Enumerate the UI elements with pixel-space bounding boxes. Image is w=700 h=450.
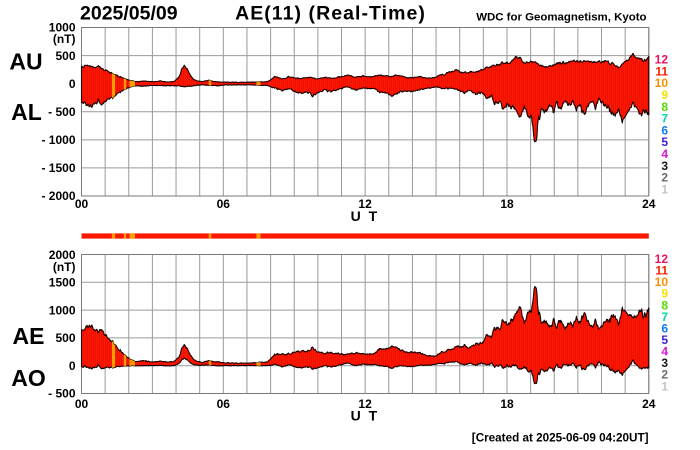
svg-text:24: 24 [642,397,656,411]
svg-text:12: 12 [358,197,372,211]
svg-text:2: 2 [661,171,668,185]
svg-text:500: 500 [55,331,75,345]
svg-text:2: 2 [661,368,668,382]
svg-text:- 2000: - 2000 [41,189,75,203]
svg-text:12: 12 [655,53,669,67]
svg-text:AO: AO [11,365,46,391]
svg-text:18: 18 [500,397,514,411]
svg-text:U T: U T [351,208,380,224]
svg-text:9: 9 [661,88,668,102]
svg-text:10: 10 [655,76,669,90]
svg-text:0: 0 [69,359,76,373]
svg-text:- 1000: - 1000 [41,133,75,147]
svg-text:(nT): (nT) [53,32,76,46]
svg-text:5: 5 [661,333,668,347]
svg-text:AE(11) (Real-Time): AE(11) (Real-Time) [235,3,426,25]
svg-text:1000: 1000 [49,21,76,35]
svg-text:9: 9 [661,287,668,301]
svg-text:- 500: - 500 [48,387,76,401]
svg-text:(nT): (nT) [53,260,76,274]
svg-text:00: 00 [75,397,89,411]
svg-text:0: 0 [69,77,76,91]
svg-text:500: 500 [55,49,75,63]
svg-text:2025/05/09: 2025/05/09 [80,3,178,25]
svg-text:1: 1 [661,183,668,197]
svg-text:24: 24 [642,197,656,211]
svg-text:8: 8 [661,298,668,312]
svg-text:AL: AL [11,99,42,125]
svg-text:U T: U T [351,408,380,424]
svg-text:- 500: - 500 [48,105,76,119]
svg-text:11: 11 [655,64,668,78]
svg-text:6: 6 [661,123,668,137]
svg-text:4: 4 [661,147,668,161]
svg-text:1: 1 [661,379,668,393]
svg-text:18: 18 [500,197,514,211]
svg-text:[Created at 2025-06-09 04:20UT: [Created at 2025-06-09 04:20UT] [472,431,649,444]
svg-text:06: 06 [217,397,231,411]
svg-text:3: 3 [661,159,668,173]
svg-text:5: 5 [661,135,668,149]
svg-text:00: 00 [75,197,89,211]
svg-text:11: 11 [655,264,668,278]
svg-text:AE: AE [13,323,45,349]
svg-text:7: 7 [661,310,668,324]
svg-text:AU: AU [9,49,42,75]
svg-text:12: 12 [358,397,372,411]
svg-text:1500: 1500 [49,276,76,290]
svg-text:8: 8 [661,100,668,114]
svg-text:6: 6 [661,321,668,335]
svg-text:WDC for Geomagnetism, Kyoto: WDC for Geomagnetism, Kyoto [476,11,646,23]
svg-text:10: 10 [655,275,669,289]
svg-text:7: 7 [661,112,668,126]
svg-text:1000: 1000 [49,303,76,317]
svg-text:- 1500: - 1500 [41,161,75,175]
svg-text:06: 06 [217,197,231,211]
svg-text:3: 3 [661,356,668,370]
svg-text:12: 12 [655,252,669,266]
svg-text:4: 4 [661,345,668,359]
svg-text:2000: 2000 [49,248,76,262]
